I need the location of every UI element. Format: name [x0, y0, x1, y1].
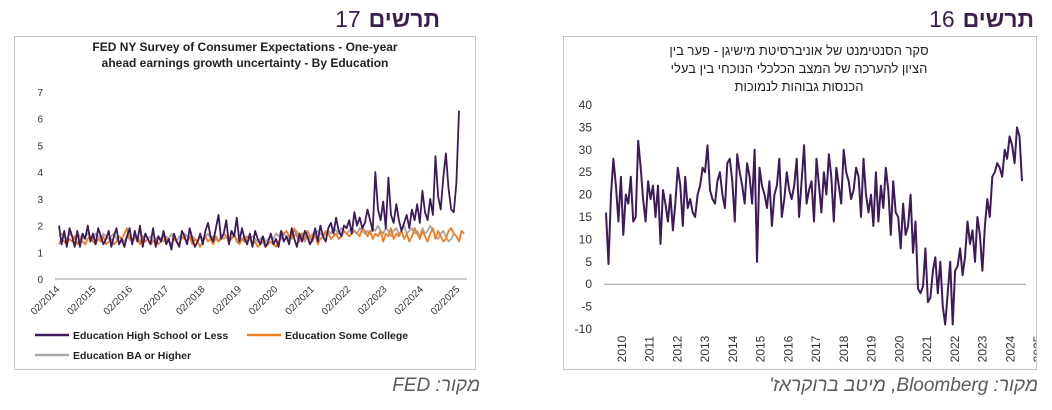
x-tick-label: 02/2025: [429, 284, 463, 318]
y-tick-label: -10: [575, 322, 593, 336]
y-tick-label: 30: [579, 143, 593, 157]
x-tick-label: 2014: [726, 335, 740, 362]
x-tick-label: 02/2015: [65, 284, 99, 318]
y-tick-label: 2: [37, 222, 43, 233]
fed-chart-frame: FED NY Survey of Consumer Expectations -…: [14, 36, 476, 370]
left-source: מקור: FED: [392, 375, 480, 396]
right-panel-title: תרשים 16: [614, 6, 1034, 34]
x-tick-label: 02/2020: [247, 284, 281, 318]
x-tick-label: 2012: [670, 335, 684, 362]
y-tick-label: 5: [585, 255, 592, 269]
x-tick-label: 2020: [892, 335, 906, 362]
x-tick-label: 2010: [615, 335, 629, 362]
right-source: מקור: Bloomberg, מיטב ברוקראז': [769, 375, 1038, 396]
x-tick-label: 2017: [809, 335, 823, 362]
x-tick-label: 2011: [643, 336, 657, 362]
legend-entry: Education High School or Less: [73, 330, 228, 342]
x-tick-label: 2021: [920, 335, 934, 362]
y-tick-label: 40: [579, 98, 593, 112]
left-panel-title: תרשים 17: [20, 6, 440, 34]
x-tick-label: 02/2018: [174, 284, 208, 318]
chart-title-line: הכנסות גבוהות לנמוכות: [735, 79, 864, 94]
y-tick-label: 25: [579, 165, 593, 179]
chart-title-line: FED NY Survey of Consumer Expectations -…: [92, 40, 398, 54]
x-tick-label: 2023: [976, 335, 990, 362]
fed-chart: FED NY Survey of Consumer Expectations -…: [29, 40, 467, 362]
y-tick-label: 10: [579, 232, 593, 246]
right-title-number: 16: [929, 6, 955, 32]
chart-title-line: הציון להערכה של המצב הכלכלי הנוכחי בין ב…: [671, 61, 928, 76]
umich-chart: סקר הסנטימנט של אוניברסיטת מישיגן - פער …: [575, 43, 1045, 362]
left-title-word: תרשים: [368, 6, 440, 32]
x-tick-label: 02/2019: [211, 284, 245, 318]
x-tick-label: 02/2024: [393, 284, 427, 318]
x-tick-label: 2024: [1003, 335, 1017, 362]
y-tick-label: 1: [37, 248, 43, 259]
right-title-word: תרשים: [962, 6, 1034, 32]
y-tick-label: -5: [581, 300, 592, 314]
y-tick-label: 35: [579, 120, 593, 134]
chart-title-line: סקר הסנטימנט של אוניברסיטת מישיגן - פער …: [669, 43, 928, 58]
chart-title-line: ahead earnings growth uncertainty - By E…: [102, 56, 389, 70]
x-tick-label: 02/2017: [138, 284, 172, 318]
x-tick-label: 02/2021: [283, 284, 317, 318]
x-tick-label: 2016: [781, 335, 795, 362]
x-tick-label: 02/2023: [356, 284, 390, 318]
umich-chart-frame: סקר הסנטימנט של אוניברסיטת מישיגן - פער …: [563, 36, 1045, 370]
x-tick-label: 2019: [865, 335, 879, 362]
legend-entry: Education Some College: [285, 330, 408, 342]
y-tick-label: 20: [579, 188, 593, 202]
y-tick-label: 3: [37, 195, 43, 206]
series-line: [605, 126, 1023, 326]
x-tick-label: 2022: [948, 335, 962, 362]
left-title-number: 17: [335, 6, 361, 32]
x-tick-label: 2015: [754, 335, 768, 362]
x-tick-label: 02/2022: [320, 284, 354, 318]
x-tick-label: 02/2014: [29, 284, 63, 318]
x-tick-label: 2018: [837, 335, 851, 362]
y-tick-label: 4: [37, 168, 43, 179]
y-tick-label: 7: [37, 88, 43, 99]
y-tick-label: 5: [37, 141, 43, 152]
x-tick-label: 02/2016: [102, 284, 136, 318]
y-tick-label: 15: [579, 210, 593, 224]
x-tick-label: 2013: [698, 335, 712, 362]
y-tick-label: 0: [37, 275, 43, 286]
x-tick-label: 2025: [1031, 335, 1036, 362]
series-line: [58, 224, 455, 243]
y-tick-label: 6: [37, 115, 43, 126]
legend-entry: Education BA or Higher: [73, 350, 191, 362]
series-line: [58, 110, 460, 251]
y-tick-label: 0: [585, 277, 592, 291]
